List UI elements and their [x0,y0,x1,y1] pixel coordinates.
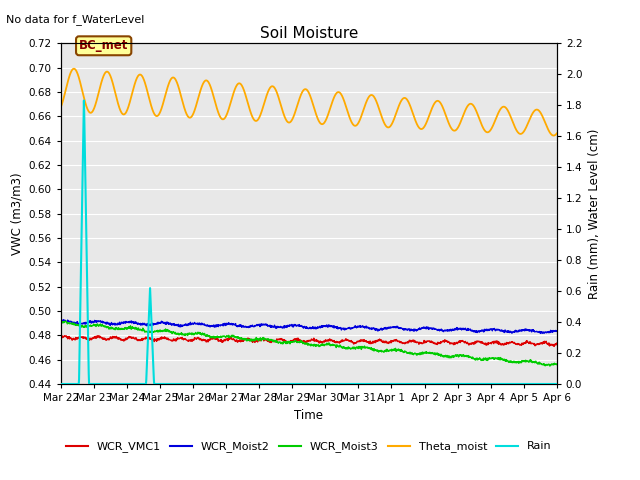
Text: No data for f_WaterLevel: No data for f_WaterLevel [6,14,145,25]
Y-axis label: Rain (mm), Water Level (cm): Rain (mm), Water Level (cm) [588,129,601,299]
Legend: WCR_VMC1, WCR_Moist2, WCR_Moist3, Theta_moist, Rain: WCR_VMC1, WCR_Moist2, WCR_Moist3, Theta_… [61,437,556,457]
Title: Soil Moisture: Soil Moisture [260,25,358,41]
X-axis label: Time: Time [294,408,323,421]
Text: BC_met: BC_met [79,39,129,52]
Y-axis label: VWC (m3/m3): VWC (m3/m3) [10,172,23,255]
